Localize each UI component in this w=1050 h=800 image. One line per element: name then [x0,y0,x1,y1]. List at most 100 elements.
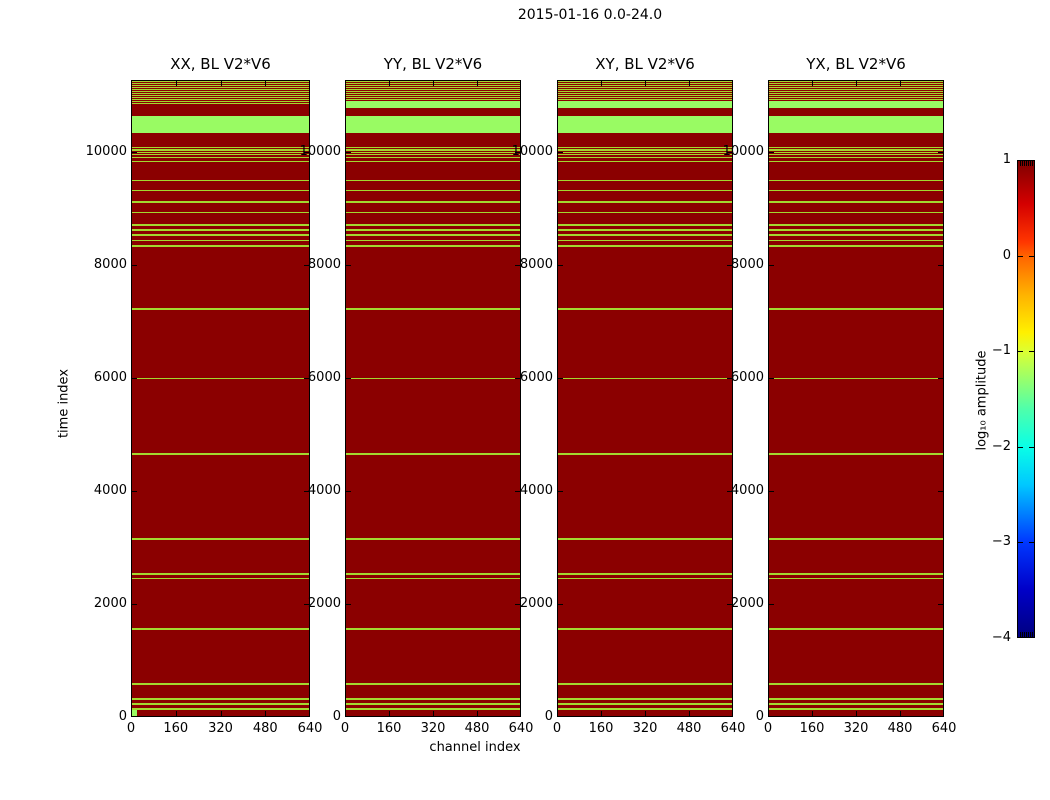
amplitude-band [558,91,732,93]
y-tick-label: 4000 [519,482,553,498]
x-tick-label: 160 [163,721,189,736]
y-tick-mark [515,490,520,492]
amplitude-band [769,683,943,685]
amplitude-band [769,703,943,705]
colorbar-tick-mark [1018,351,1023,353]
amplitude-band [346,234,520,236]
y-tick-mark [304,151,309,153]
amplitude-band [346,91,520,93]
amplitude-band [558,115,732,134]
amplitude-band [346,190,520,192]
colorbar-tick-mark [1029,542,1034,544]
x-tick-label: 320 [843,721,869,736]
figure-title: 2015-01-16 0.0-24.0 [517,7,663,23]
x-tick-label: 160 [588,721,614,736]
y-tick-label: 6000 [93,369,127,385]
amplitude-band [558,708,732,710]
y-tick-label: 10000 [299,143,341,159]
amplitude-band [346,95,520,97]
amplitude-band [132,97,309,99]
panel-title-xy: XY, BL V2*V6 [595,55,695,73]
x-tick-mark [220,81,222,86]
amplitude-band [769,100,943,109]
amplitude-band [346,160,520,163]
amplitude-band [558,100,732,109]
amplitude-band [346,97,520,99]
panel-title-xx: XX, BL V2*V6 [170,55,271,73]
amplitude-band [769,573,943,575]
amplitude-band [769,97,943,99]
x-tick-label: 320 [632,721,658,736]
y-tick-mark [132,151,137,153]
amplitude-band [132,103,309,105]
amplitude-band [132,154,309,156]
y-tick-mark [304,603,309,605]
y-tick-mark [938,603,943,605]
amplitude-band [558,683,732,685]
amplitude-band [346,308,520,310]
amplitude-band [132,628,309,630]
colorbar-minor-tick [1022,632,1023,637]
amplitude-band [346,93,520,95]
y-axis-label: time index [56,368,72,439]
amplitude-band [132,95,309,97]
y-tick-mark [515,603,520,605]
y-tick-mark [132,490,137,492]
x-tick-mark [645,81,646,86]
colorbar-tick-label: −2 [991,438,1011,454]
colorbar-minor-tick [1032,632,1033,637]
colorbar-tick-mark [1018,542,1023,544]
amplitude-band [132,89,309,91]
amplitude-band [132,538,309,540]
heatmap-panel-xx [131,80,310,717]
y-tick-mark [346,603,351,605]
colorbar-minor-tick [1020,161,1021,166]
amplitude-band [769,628,943,630]
amplitude-band [346,453,520,455]
y-tick-mark [558,490,563,492]
amplitude-band [132,99,309,101]
x-tick-mark [856,81,857,86]
amplitude-band [132,93,309,95]
y-tick-mark [346,490,351,492]
amplitude-band [558,93,732,95]
amplitude-band [769,538,943,540]
amplitude-band [132,91,309,93]
amplitude-band [346,239,520,242]
amplitude-band [558,239,732,242]
amplitude-band [346,201,520,203]
y-tick-label: 10000 [722,143,764,159]
y-tick-mark [727,151,732,153]
colorbar-minor-tick [1024,632,1025,637]
amplitude-band [346,115,520,134]
y-tick-label: 2000 [93,595,127,611]
x-tick-label: 0 [340,721,350,736]
colorbar-tick-mark [1029,446,1034,448]
amplitude-band [132,190,309,192]
x-tick-mark [812,81,813,86]
y-tick-label: 10000 [511,143,553,159]
x-tick-label: 160 [376,721,402,736]
x-tick-mark [900,81,901,86]
x-tick-mark [856,711,857,716]
amplitude-band [558,577,732,580]
amplitude-band [769,146,943,148]
low-amplitude-corner-marker [132,709,138,716]
y-tick-mark [304,490,309,492]
y-tick-mark [346,377,351,379]
x-tick-mark [175,81,177,86]
x-tick-mark [389,81,390,86]
amplitude-band [132,377,309,380]
amplitude-band [558,229,732,231]
x-axis-label: channel index [429,740,521,755]
amplitude-band [769,201,943,203]
amplitude-band [132,211,309,214]
colorbar-minor-tick [1030,161,1031,166]
amplitude-band [769,211,943,214]
y-tick-mark [304,264,309,266]
x-tick-label: 320 [208,721,233,736]
colorbar-minor-tick [1032,161,1033,166]
amplitude-band [132,308,309,310]
y-tick-label: 8000 [307,256,341,272]
colorbar-tick-label: −1 [991,343,1011,359]
